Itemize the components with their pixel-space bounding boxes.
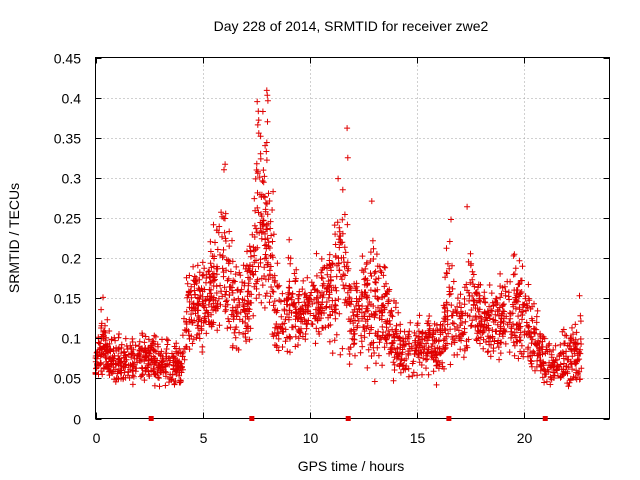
y-tick-label: 0.3 — [62, 171, 82, 187]
x-tick-label: 15 — [410, 430, 426, 446]
y-axis-label: SRMTID / TECUs — [6, 183, 22, 293]
y-tick-label: 0.4 — [62, 91, 82, 107]
x-tick-labels: 0 5 10 15 20 — [93, 430, 533, 446]
y-tick-label: 0.35 — [54, 131, 81, 147]
gap-marker — [446, 416, 452, 421]
data-series-srmtid — [92, 87, 585, 390]
gap-marker — [148, 416, 154, 421]
gap-marker — [249, 416, 255, 421]
axis-ticks — [95, 57, 610, 420]
x-tick-label: 0 — [93, 430, 101, 446]
y-tick-label: 0.1 — [62, 331, 82, 347]
y-tick-label: 0.15 — [54, 291, 81, 307]
y-tick-label: 0.05 — [54, 371, 81, 387]
x-tick-label: 5 — [200, 430, 208, 446]
y-tick-labels: 0 0.05 0.1 0.15 0.2 0.25 0.3 0.35 0.4 0.45 — [54, 51, 81, 428]
chart-title: Day 228 of 2014, SRMTID for receiver zwe… — [214, 18, 489, 34]
x-tick-label: 10 — [303, 430, 319, 446]
srmtid-points — [92, 87, 585, 390]
y-tick-label: 0.45 — [54, 51, 81, 67]
gap-marker — [345, 416, 351, 421]
x-axis-label: GPS time / hours — [298, 458, 405, 474]
gap-marker — [542, 416, 548, 421]
y-tick-label: 0.25 — [54, 211, 81, 227]
y-tick-label: 0.2 — [62, 251, 82, 267]
plot-frame — [95, 57, 610, 419]
y-tick-label: 0 — [73, 412, 81, 428]
x-tick-label: 20 — [517, 430, 533, 446]
gap-markers — [148, 416, 548, 421]
